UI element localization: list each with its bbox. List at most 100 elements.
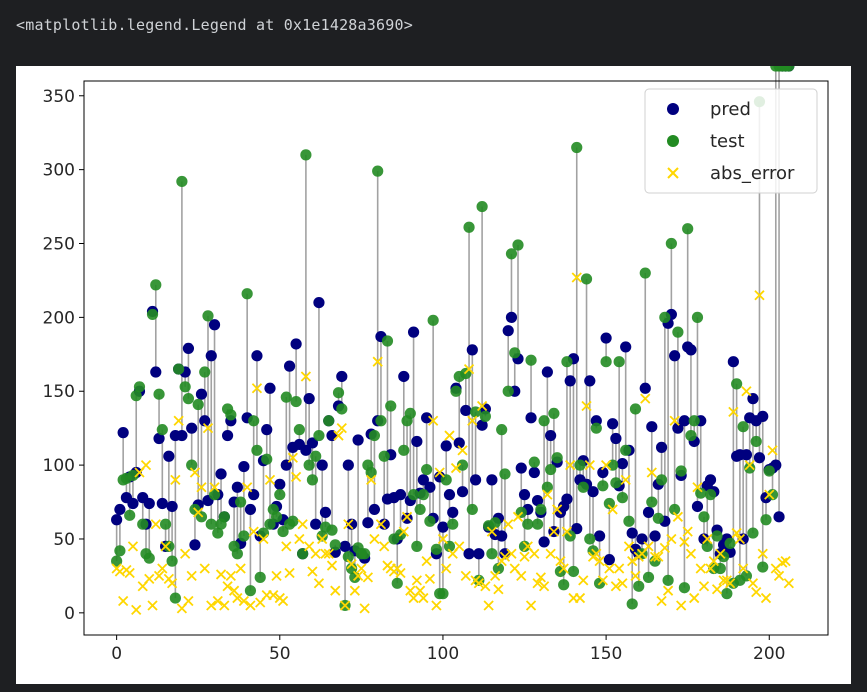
abs-error-point bbox=[352, 570, 364, 582]
abs-error-point bbox=[499, 551, 511, 562]
abs-error-point bbox=[542, 489, 553, 500]
test-point bbox=[124, 509, 136, 521]
y-tick-label: 0 bbox=[64, 604, 75, 624]
test-point bbox=[525, 354, 537, 366]
abs-error-point bbox=[679, 536, 690, 548]
legend-marker-test bbox=[667, 135, 679, 147]
y-tick-label: 200 bbox=[43, 308, 75, 328]
test-point bbox=[159, 518, 172, 530]
test-point bbox=[241, 288, 253, 300]
pred-point bbox=[163, 450, 175, 462]
test-point bbox=[655, 474, 668, 486]
pred-point bbox=[704, 474, 717, 486]
test-point bbox=[571, 141, 583, 154]
test-point bbox=[639, 267, 651, 279]
test-point bbox=[623, 515, 635, 527]
abs-error-point bbox=[503, 519, 514, 530]
test-point bbox=[502, 385, 514, 397]
pred-point bbox=[336, 370, 348, 383]
test-point bbox=[466, 503, 478, 516]
test-point bbox=[633, 580, 645, 592]
abs-error-point bbox=[336, 423, 347, 434]
abs-error-point bbox=[620, 474, 631, 486]
abs-error-point bbox=[617, 578, 628, 589]
abs-error-point bbox=[594, 555, 605, 567]
test-point bbox=[456, 459, 469, 471]
abs-error-point bbox=[199, 563, 210, 574]
abs-error-point bbox=[434, 467, 445, 478]
abs-error-point bbox=[294, 533, 305, 545]
y-tick-label: 100 bbox=[43, 456, 75, 476]
abs-error-point bbox=[764, 489, 775, 500]
test-point bbox=[424, 515, 436, 527]
abs-error-point bbox=[147, 600, 158, 611]
test-point bbox=[616, 492, 629, 504]
pred-point bbox=[561, 493, 573, 505]
abs-error-point bbox=[483, 600, 494, 611]
pred-point bbox=[407, 326, 420, 338]
pred-point bbox=[156, 497, 168, 510]
test-point bbox=[597, 480, 609, 492]
pred-point bbox=[505, 311, 518, 323]
abs-error-point bbox=[646, 467, 657, 478]
pred-point bbox=[584, 375, 596, 387]
test-point bbox=[476, 200, 488, 213]
abs-error-point bbox=[525, 600, 537, 611]
abs-error-point bbox=[140, 459, 152, 471]
abs-error-point bbox=[555, 555, 566, 567]
test-point bbox=[685, 429, 697, 442]
test-point bbox=[202, 310, 214, 322]
abs-error-point bbox=[656, 595, 667, 607]
pred-point bbox=[251, 350, 263, 362]
test-point bbox=[665, 237, 677, 250]
abs-error-point bbox=[228, 585, 240, 596]
test-point bbox=[290, 395, 302, 408]
test-point bbox=[277, 525, 289, 538]
abs-error-point bbox=[535, 572, 546, 583]
abs-error-point bbox=[421, 555, 432, 567]
test-point bbox=[551, 452, 563, 464]
test-point bbox=[176, 175, 188, 188]
test-point bbox=[567, 565, 580, 578]
abs-error-point bbox=[747, 578, 759, 589]
abs-error-point bbox=[372, 356, 383, 367]
abs-error-point bbox=[538, 581, 550, 592]
abs-error-point bbox=[454, 541, 465, 552]
abs-error-point bbox=[565, 459, 576, 471]
test-point bbox=[293, 424, 305, 436]
pred-point bbox=[525, 412, 537, 424]
abs-error-point bbox=[323, 548, 334, 559]
abs-error-point bbox=[783, 578, 794, 589]
abs-error-point bbox=[186, 570, 197, 582]
pred-point bbox=[264, 382, 276, 394]
abs-error-point bbox=[297, 519, 308, 530]
abs-error-point bbox=[189, 467, 201, 478]
pred-point bbox=[394, 489, 407, 501]
abs-error-point bbox=[728, 406, 739, 418]
test-point bbox=[381, 335, 394, 347]
abs-error-point bbox=[571, 272, 582, 283]
test-point bbox=[421, 463, 433, 476]
abs-error-point bbox=[516, 570, 527, 582]
abs-error-point bbox=[640, 393, 651, 404]
test-point bbox=[254, 571, 266, 583]
test-point bbox=[574, 459, 586, 471]
pred-point bbox=[597, 466, 609, 479]
pred-point bbox=[176, 429, 188, 442]
abs-error-point bbox=[268, 589, 279, 601]
test-point bbox=[698, 511, 710, 523]
pred-point bbox=[231, 481, 243, 493]
test-point bbox=[610, 477, 622, 489]
test-point bbox=[274, 489, 286, 501]
test-point bbox=[626, 598, 638, 610]
data-points bbox=[111, 60, 795, 616]
test-point bbox=[156, 424, 168, 436]
abs-error-point bbox=[245, 600, 256, 611]
test-point bbox=[522, 518, 534, 530]
abs-error-point bbox=[251, 383, 263, 394]
test-point bbox=[323, 415, 335, 427]
abs-error-point bbox=[512, 511, 524, 522]
pred-point bbox=[117, 427, 129, 439]
abs-error-point bbox=[444, 430, 455, 441]
abs-error-point bbox=[206, 600, 217, 611]
